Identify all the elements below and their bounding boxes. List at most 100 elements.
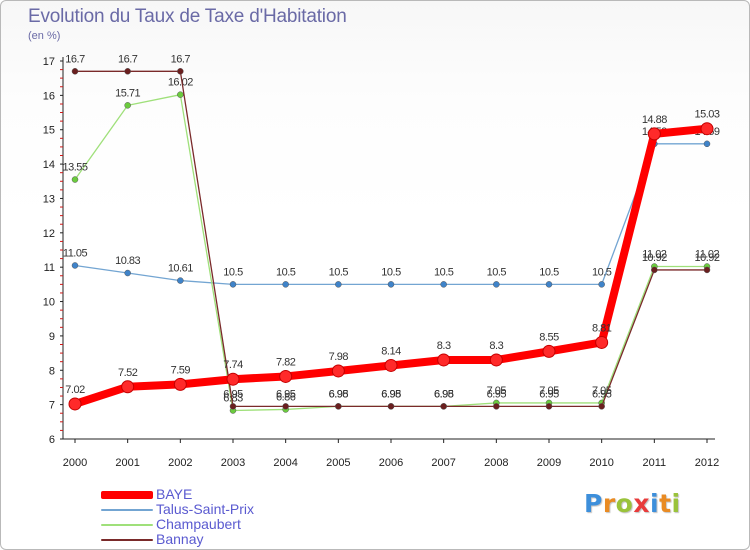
data-label-talus-saint-prix: 10.5 xyxy=(223,266,243,278)
data-label-bannay: 6.95 xyxy=(592,388,612,400)
data-label-baye: 15.03 xyxy=(694,109,719,121)
proxiti-logo: Proxiti xyxy=(584,489,681,518)
data-point-talus-saint-prix xyxy=(282,281,289,288)
data-label-baye: 8.81 xyxy=(592,322,612,334)
y-tick-label: 16 xyxy=(43,90,55,102)
data-label-bannay: 16.7 xyxy=(171,53,191,65)
data-label-champaubert: 7.05 xyxy=(487,385,507,397)
data-label-baye: 7.74 xyxy=(223,359,243,371)
data-point-baye xyxy=(331,364,345,378)
data-label-baye: 7.82 xyxy=(276,356,296,368)
data-label-baye: 8.3 xyxy=(437,340,451,352)
data-point-baye xyxy=(489,353,503,367)
data-label-champaubert: 6.86 xyxy=(276,391,296,403)
data-label-bannay: 6.95 xyxy=(329,388,349,400)
data-label-bannay: 16.7 xyxy=(65,53,85,65)
data-label-champaubert: 6.98 xyxy=(434,388,454,400)
data-label-champaubert: 11.02 xyxy=(642,248,667,260)
data-label-baye: 7.52 xyxy=(118,367,138,379)
legend-label-champaubert: Champaubert xyxy=(156,516,241,532)
legend-swatch-champaubert xyxy=(101,524,153,526)
chart-title: Evolution du Taux de Taxe d'Habitation xyxy=(28,6,347,27)
data-point-baye xyxy=(68,397,82,411)
legend-swatch-talus-saint-prix xyxy=(101,509,153,511)
data-label-talus-saint-prix: 10.5 xyxy=(276,266,296,278)
data-point-talus-saint-prix xyxy=(71,262,79,269)
y-tick-label: 17 xyxy=(43,56,55,68)
legend-swatch-bannay xyxy=(101,539,153,541)
y-tick-label: 12 xyxy=(43,228,55,240)
logo-letter: o xyxy=(615,489,634,518)
data-point-bannay xyxy=(493,403,500,410)
data-point-bannay xyxy=(545,403,553,410)
data-label-champaubert: 11.02 xyxy=(695,248,720,260)
x-tick-label: 2000 xyxy=(63,457,87,469)
data-point-baye xyxy=(173,377,187,391)
y-tick-label: 14 xyxy=(43,159,55,171)
logo-letter: i xyxy=(650,489,660,518)
logo-letter: i xyxy=(671,489,681,518)
data-point-champaubert xyxy=(177,91,184,98)
legend-swatch-baye xyxy=(101,491,153,499)
x-tick-label: 2001 xyxy=(115,457,139,469)
data-label-talus-saint-prix: 10.5 xyxy=(487,266,507,278)
x-tick-label: 2002 xyxy=(168,457,192,469)
x-tick-label: 2010 xyxy=(589,457,613,469)
x-tick-label: 2012 xyxy=(695,457,719,469)
data-point-baye xyxy=(384,358,398,372)
data-point-baye xyxy=(542,344,556,358)
data-point-talus-saint-prix xyxy=(493,281,500,288)
data-label-champaubert: 6.83 xyxy=(223,392,243,404)
data-point-champaubert xyxy=(124,102,131,109)
data-point-baye xyxy=(279,369,293,383)
data-point-baye xyxy=(700,122,714,136)
data-label-baye: 8.3 xyxy=(489,340,503,352)
data-label-baye: 8.14 xyxy=(381,345,401,357)
data-point-bannay xyxy=(387,403,395,410)
data-label-talus-saint-prix: 10.83 xyxy=(115,255,140,267)
data-label-baye: 14.88 xyxy=(642,114,667,126)
y-tick-label: 8 xyxy=(49,365,55,377)
data-label-champaubert: 15.71 xyxy=(115,87,140,99)
data-label-champaubert: 6.98 xyxy=(329,388,349,400)
data-label-champaubert: 6.98 xyxy=(381,388,401,400)
legend-label-talus-saint-prix: Talus-Saint-Prix xyxy=(156,501,255,517)
x-tick-label: 2011 xyxy=(643,457,667,469)
x-tick-label: 2005 xyxy=(326,457,350,469)
y-tick-label: 9 xyxy=(49,331,55,343)
data-point-bannay xyxy=(703,266,711,274)
data-label-champaubert: 16.02 xyxy=(168,77,193,89)
data-point-bannay xyxy=(651,266,658,274)
data-point-baye xyxy=(647,127,661,141)
data-point-baye xyxy=(121,380,135,394)
logo-letter: x xyxy=(633,489,650,518)
data-label-bannay: 6.95 xyxy=(381,388,401,400)
y-tick-label: 10 xyxy=(43,297,55,309)
data-point-bannay xyxy=(440,403,447,410)
data-label-baye: 8.55 xyxy=(539,331,559,343)
unit-note: (en %) xyxy=(28,30,61,42)
logo-letter: P xyxy=(584,489,603,518)
data-label-champaubert: 7.05 xyxy=(539,385,559,397)
data-point-bannay xyxy=(229,403,237,410)
data-label-bannay: 6.95 xyxy=(539,388,559,400)
x-tick-label: 2007 xyxy=(431,457,455,469)
x-tick-label: 2009 xyxy=(537,457,561,469)
data-label-bannay: 10.92 xyxy=(642,252,667,264)
data-point-bannay xyxy=(282,403,289,410)
data-label-champaubert: 7.05 xyxy=(592,385,612,397)
data-point-talus-saint-prix xyxy=(545,281,553,288)
data-label-bannay: 10.92 xyxy=(694,252,719,264)
data-point-talus-saint-prix xyxy=(387,281,395,288)
data-point-talus-saint-prix xyxy=(229,281,237,288)
data-point-talus-saint-prix xyxy=(335,281,342,288)
data-point-bannay xyxy=(71,68,79,75)
data-point-baye xyxy=(437,353,451,367)
y-tick-label: 15 xyxy=(43,125,55,137)
data-label-bannay: 6.95 xyxy=(223,388,243,400)
data-label-bannay: 6.95 xyxy=(487,388,507,400)
logo-letter: t xyxy=(659,489,672,518)
legend-label-bannay: Bannay xyxy=(156,531,204,547)
data-point-bannay xyxy=(335,403,342,410)
